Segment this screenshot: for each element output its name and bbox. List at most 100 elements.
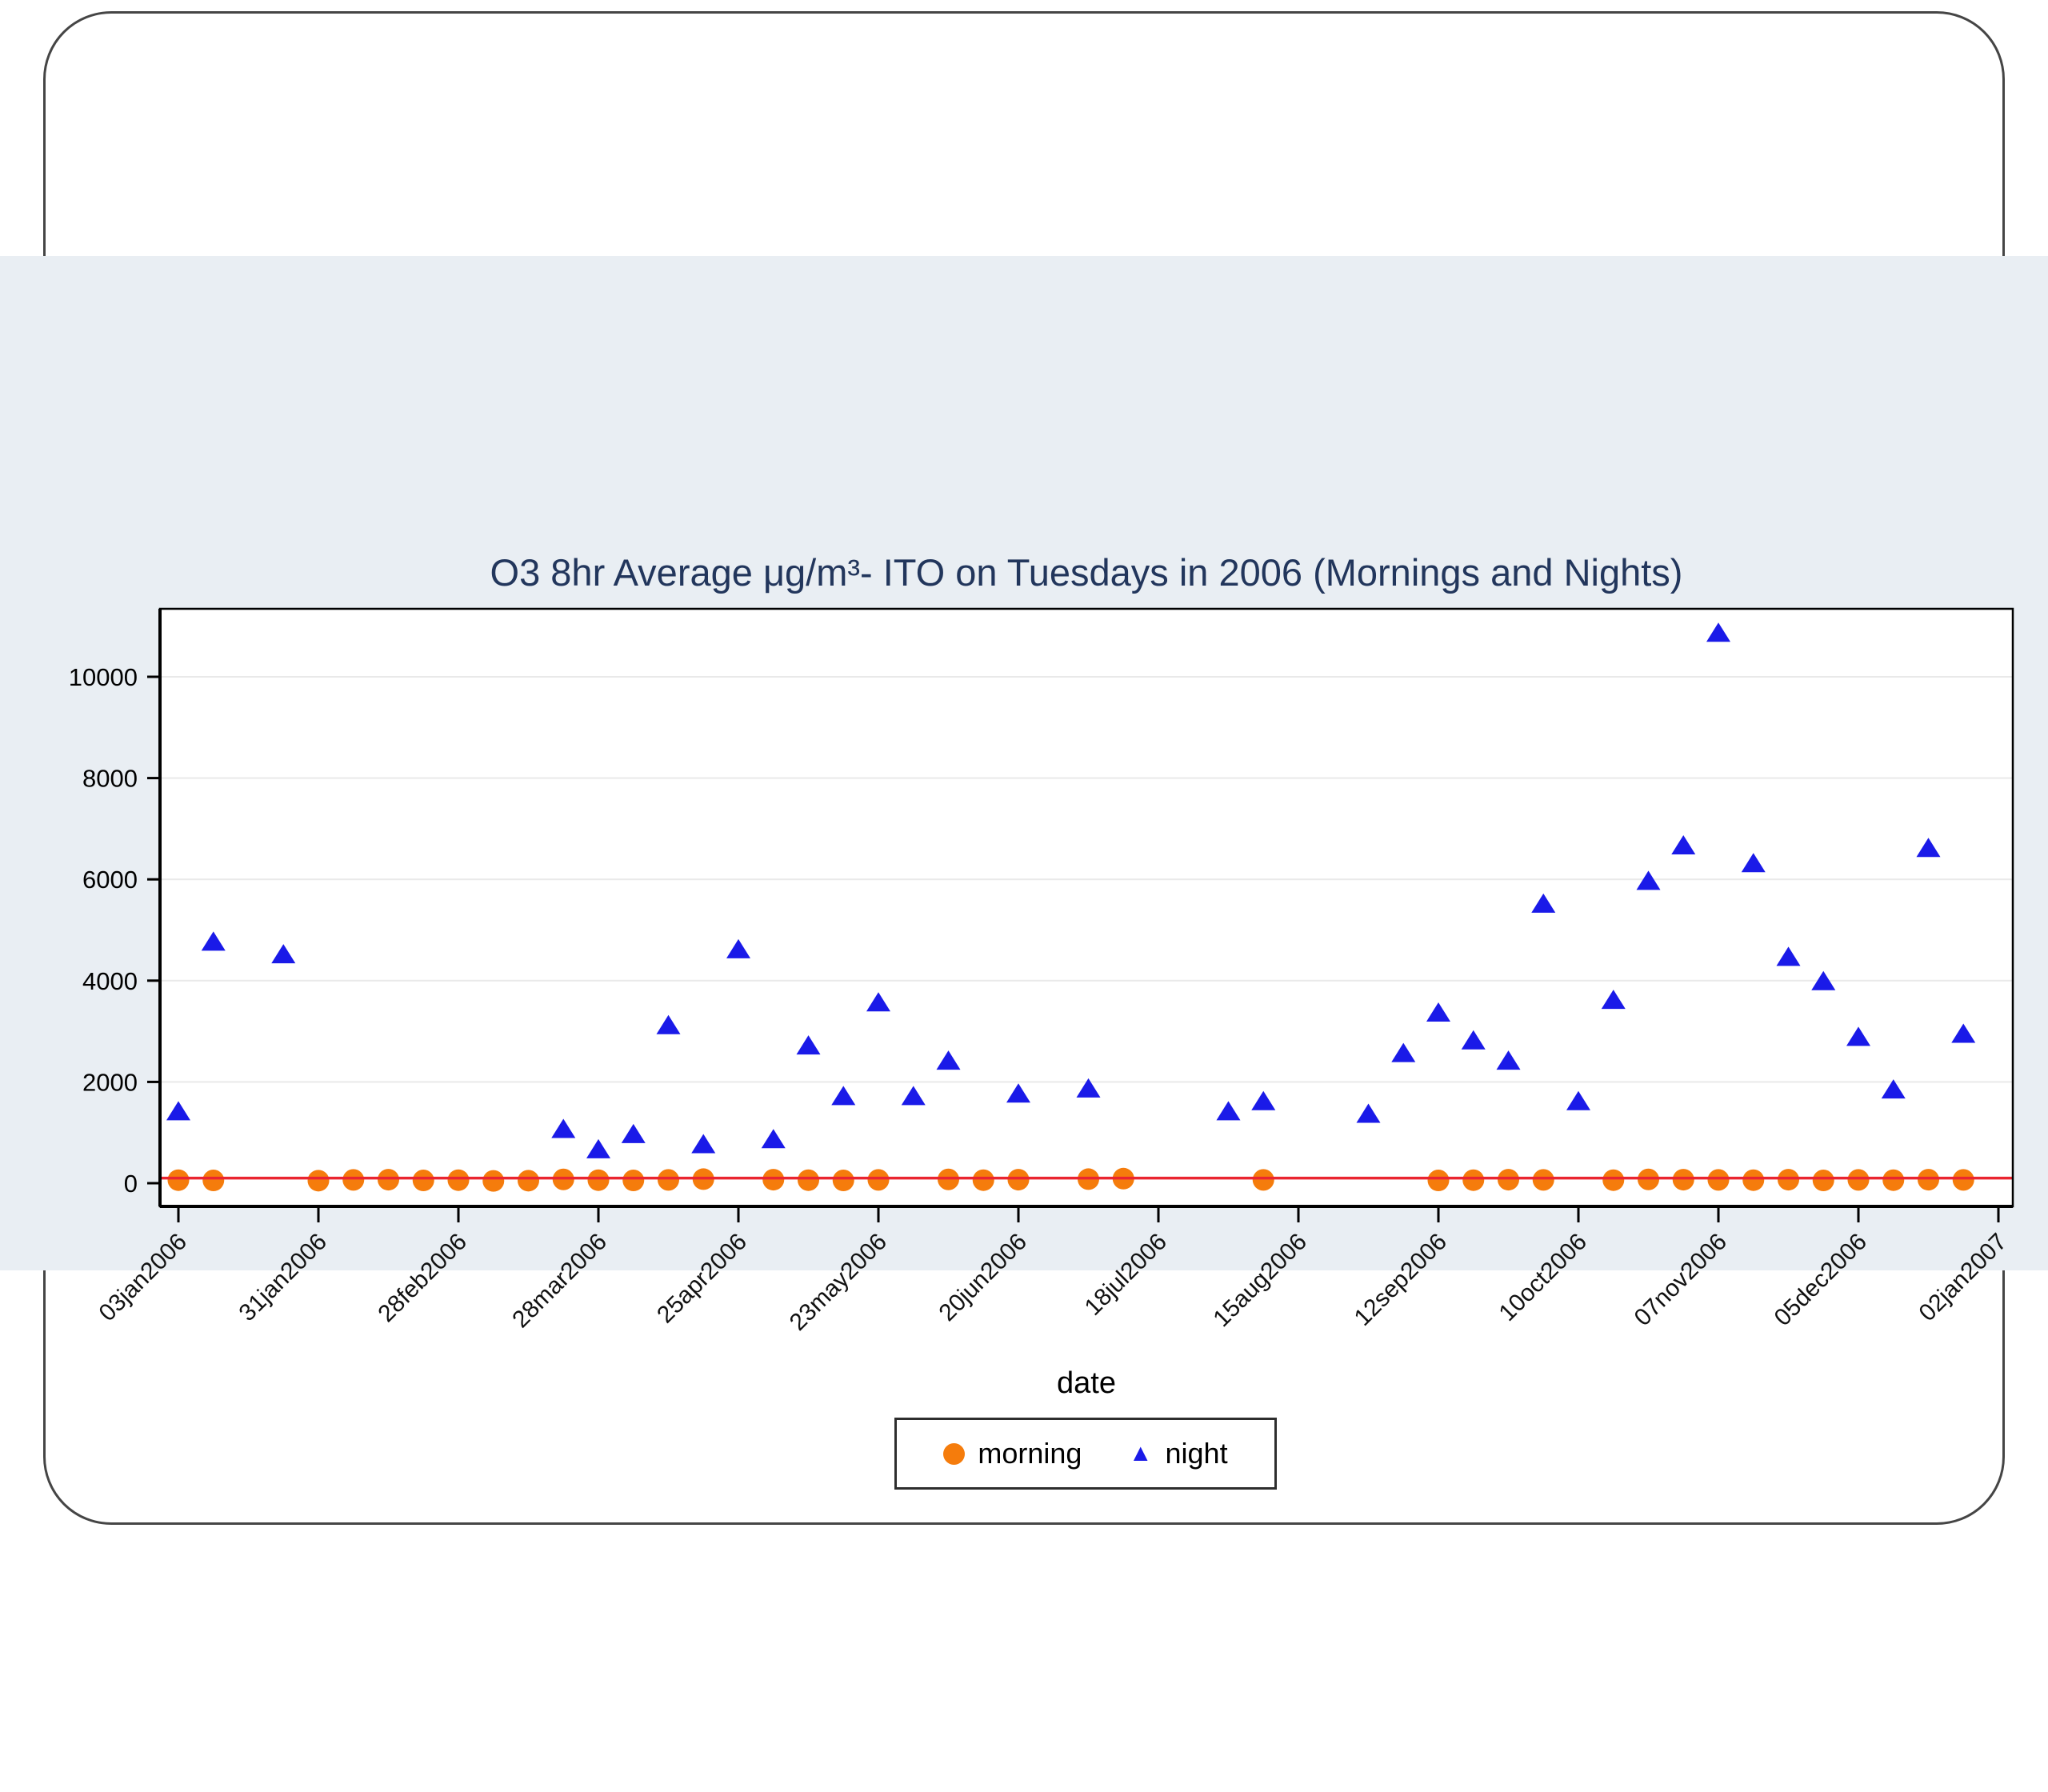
night-point xyxy=(1881,1079,1906,1099)
night-point xyxy=(1706,622,1730,642)
night-point xyxy=(1496,1050,1521,1070)
night-point xyxy=(1916,838,1941,858)
night-point xyxy=(1076,1078,1101,1098)
y-tick-label: 4000 xyxy=(82,967,138,995)
legend-item-night: ▲ night xyxy=(1129,1437,1228,1470)
y-tick-label: 6000 xyxy=(82,866,138,894)
night-point xyxy=(1671,835,1696,855)
morning-point xyxy=(1532,1169,1554,1191)
x-tick-label: 23may2006 xyxy=(785,1229,892,1336)
x-tick-label: 20jun2006 xyxy=(934,1229,1032,1326)
plot-area xyxy=(160,609,2013,1206)
y-tick-label: 8000 xyxy=(82,765,138,793)
night-point xyxy=(691,1134,716,1154)
morning-point xyxy=(482,1170,505,1192)
legend-label-night: night xyxy=(1165,1437,1228,1470)
night-point xyxy=(901,1086,926,1106)
morning-point xyxy=(518,1170,539,1192)
x-tick-label: 28mar2006 xyxy=(507,1229,612,1334)
morning-point xyxy=(1252,1169,1274,1191)
morning-point xyxy=(1952,1169,1974,1191)
x-tick-label: 03jan2006 xyxy=(94,1229,192,1326)
x-tick-label: 31jan2006 xyxy=(234,1229,332,1326)
night-point xyxy=(1636,870,1661,890)
night-point xyxy=(936,1050,961,1070)
night-point xyxy=(1951,1023,1976,1043)
morning-point xyxy=(167,1169,190,1191)
night-point xyxy=(621,1123,646,1143)
night-point xyxy=(1566,1090,1590,1110)
night-point xyxy=(656,1014,681,1034)
night-point xyxy=(1391,1042,1416,1062)
night-point xyxy=(1531,893,1556,913)
morning-point xyxy=(1498,1169,1519,1191)
night-point xyxy=(1426,1002,1450,1022)
morning-point xyxy=(1812,1170,1834,1192)
x-tick-label: 28feb2006 xyxy=(373,1229,472,1328)
morning-point xyxy=(447,1169,470,1191)
morning-point xyxy=(798,1169,819,1191)
y-tick-label: 2000 xyxy=(82,1068,138,1096)
morning-point xyxy=(762,1169,785,1191)
morning-point xyxy=(832,1170,854,1192)
night-point xyxy=(1776,946,1801,966)
morning-point xyxy=(1778,1169,1799,1191)
y-tick-label: 10000 xyxy=(69,663,138,691)
night-point xyxy=(201,931,226,951)
night-point xyxy=(166,1101,190,1121)
morning-point xyxy=(622,1170,645,1192)
chart-panel: O3 8hr Average μg/m³- ITO on Tuesdays in… xyxy=(0,256,2048,1490)
morning-point xyxy=(587,1169,610,1191)
x-tick-label: 05dec2006 xyxy=(1770,1229,1872,1331)
night-point xyxy=(1356,1103,1381,1123)
x-axis-title: date xyxy=(1057,1366,1116,1400)
morning-point xyxy=(342,1169,365,1191)
x-tick-label: 18jul2006 xyxy=(1080,1229,1172,1321)
x-tick-label: 10oct2006 xyxy=(1494,1229,1592,1326)
night-point xyxy=(271,944,296,964)
night-point xyxy=(1461,1030,1486,1050)
chart-title: O3 8hr Average μg/m³- ITO on Tuesdays in… xyxy=(490,551,1683,594)
morning-point xyxy=(1742,1169,1765,1191)
night-point xyxy=(551,1118,576,1138)
night-point xyxy=(726,938,750,958)
legend: morning ▲ night xyxy=(894,1418,1277,1490)
morning-point xyxy=(1707,1169,1730,1191)
legend-label-morning: morning xyxy=(978,1437,1082,1470)
night-point xyxy=(1811,970,1836,990)
night-point xyxy=(1846,1026,1870,1046)
night-point xyxy=(796,1035,821,1055)
x-tick-label: 07nov2006 xyxy=(1630,1229,1732,1331)
legend-item-morning: morning xyxy=(943,1437,1082,1470)
x-tick-label: 25apr2006 xyxy=(652,1229,752,1329)
morning-point xyxy=(1918,1169,1939,1191)
morning-point xyxy=(1602,1169,1625,1191)
night-point xyxy=(1216,1101,1241,1121)
morning-point xyxy=(378,1169,399,1191)
night-point xyxy=(1601,990,1626,1010)
scatter-plot: 0 2000 4000 6000 8000 10000 03jan2006 31jan2006… xyxy=(69,607,2014,1336)
night-point xyxy=(761,1129,786,1149)
morning-point xyxy=(1427,1170,1450,1192)
morning-point xyxy=(1672,1169,1694,1191)
morning-point xyxy=(658,1169,679,1191)
night-point xyxy=(866,992,890,1012)
morning-point xyxy=(972,1169,994,1191)
night-point xyxy=(1741,853,1766,873)
night-point xyxy=(1251,1090,1276,1110)
morning-point xyxy=(1847,1169,1870,1191)
morning-point xyxy=(202,1170,225,1192)
night-point xyxy=(831,1086,856,1106)
morning-point xyxy=(867,1169,890,1191)
night-point xyxy=(586,1138,610,1158)
y-tick-label: 0 xyxy=(124,1170,138,1198)
morning-point xyxy=(1882,1169,1905,1191)
morning-point xyxy=(412,1170,434,1192)
night-marker-icon: ▲ xyxy=(1128,1440,1153,1466)
morning-point xyxy=(1462,1169,1485,1191)
morning-marker-icon xyxy=(943,1442,966,1465)
x-tick-label: 02jan2007 xyxy=(1914,1229,2012,1326)
morning-point xyxy=(1007,1169,1030,1191)
x-tick-label: 12sep2006 xyxy=(1350,1229,1452,1331)
night-point xyxy=(1006,1083,1030,1103)
